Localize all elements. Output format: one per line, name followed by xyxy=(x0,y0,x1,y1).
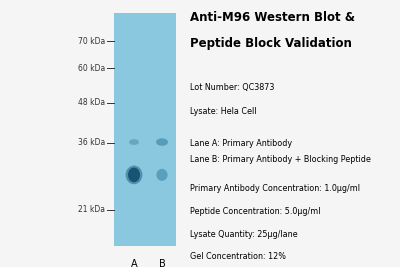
Text: 60 kDa: 60 kDa xyxy=(78,64,105,73)
Text: Lot Number: QC3873: Lot Number: QC3873 xyxy=(190,83,274,92)
Text: Lysate: Hela Cell: Lysate: Hela Cell xyxy=(190,107,256,116)
Text: Primary Antibody Concentration: 1.0μg/ml: Primary Antibody Concentration: 1.0μg/ml xyxy=(190,184,360,193)
Text: A: A xyxy=(131,259,137,267)
Ellipse shape xyxy=(156,169,168,181)
Ellipse shape xyxy=(129,139,139,145)
Text: B: B xyxy=(159,259,165,267)
Text: Anti-M96 Western Blot &: Anti-M96 Western Blot & xyxy=(190,11,355,24)
Text: 36 kDa: 36 kDa xyxy=(78,138,105,147)
Ellipse shape xyxy=(156,138,168,146)
Ellipse shape xyxy=(126,166,142,184)
Ellipse shape xyxy=(128,168,140,182)
Text: Lane A: Primary Antibody: Lane A: Primary Antibody xyxy=(190,139,292,148)
Text: Lysate Quantity: 25μg/lane: Lysate Quantity: 25μg/lane xyxy=(190,230,298,239)
Text: Peptide Concentration: 5.0μg/ml: Peptide Concentration: 5.0μg/ml xyxy=(190,207,320,216)
Text: Gel Concentration: 12%: Gel Concentration: 12% xyxy=(190,252,286,261)
Text: Lane B: Primary Antibody + Blocking Peptide: Lane B: Primary Antibody + Blocking Pept… xyxy=(190,155,371,164)
Text: 70 kDa: 70 kDa xyxy=(78,37,105,46)
Text: Peptide Block Validation: Peptide Block Validation xyxy=(190,37,352,50)
Bar xyxy=(114,13,176,246)
Text: 48 kDa: 48 kDa xyxy=(78,98,105,107)
Text: 21 kDa: 21 kDa xyxy=(78,205,105,214)
